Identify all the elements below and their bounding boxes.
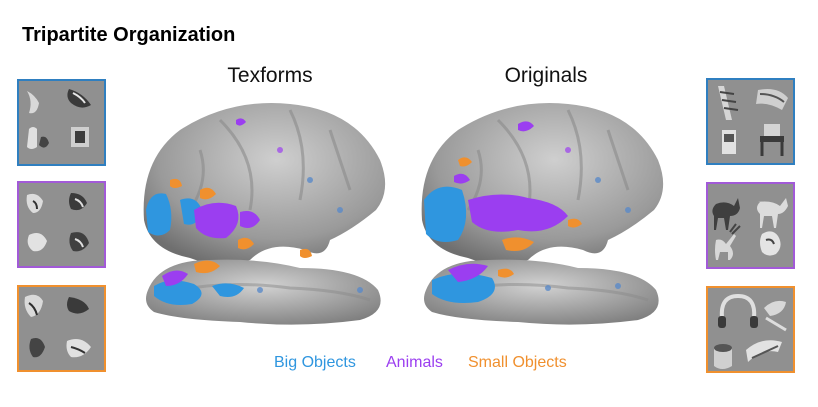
texforms-heading: Texforms — [227, 64, 313, 87]
texform-big-objects-thumbnail — [17, 79, 106, 166]
figure-title: Tripartite Organization — [22, 24, 236, 46]
originals-brain-surface — [421, 103, 664, 325]
original-big-objects-thumbnail — [706, 78, 795, 165]
legend-small-objects: Small Objects — [468, 354, 567, 371]
legend-animals: Animals — [386, 354, 443, 371]
texforms-brain-surface — [143, 103, 386, 325]
legend-big-objects: Big Objects — [274, 354, 356, 371]
original-small-objects-thumbnail — [706, 286, 795, 373]
texform-small-objects-thumbnail — [17, 285, 106, 372]
original-animals-thumbnail — [706, 182, 795, 269]
texform-animals-thumbnail — [17, 181, 106, 268]
originals-heading: Originals — [504, 64, 588, 87]
